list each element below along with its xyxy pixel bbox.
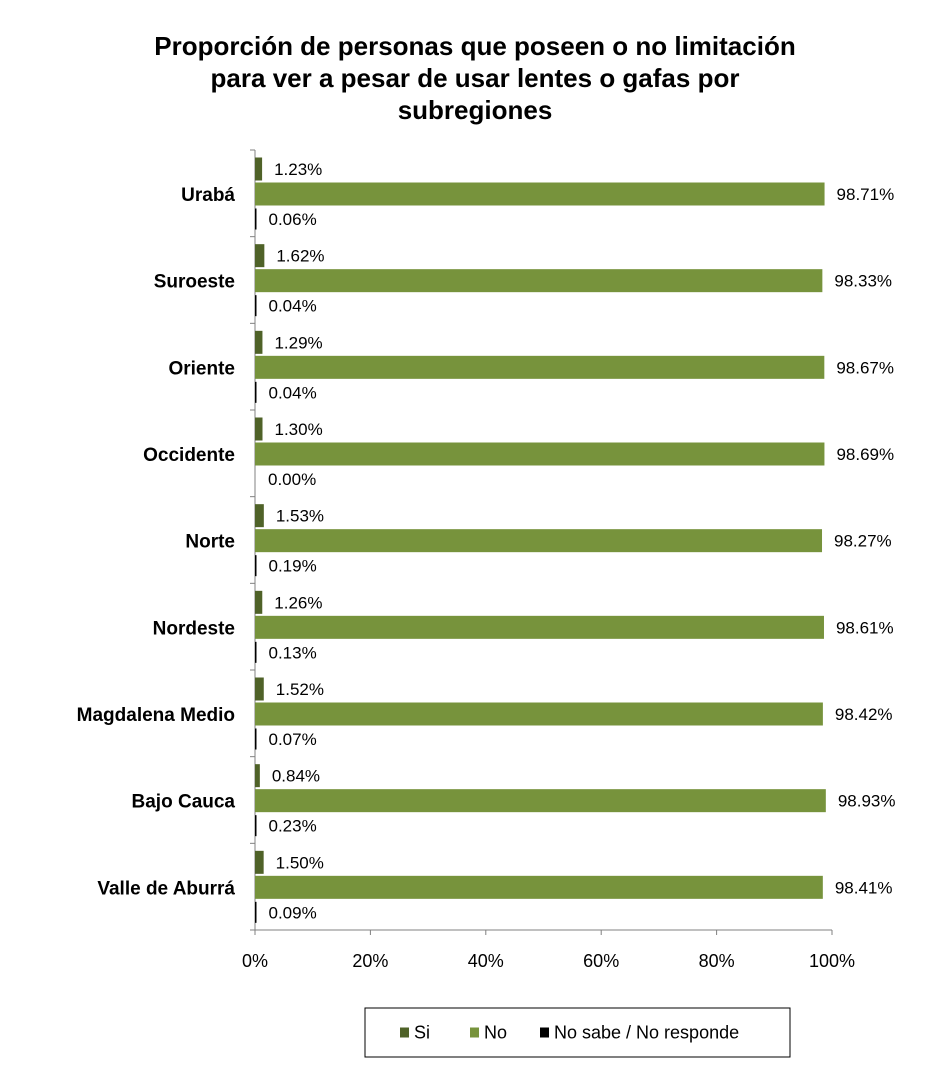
x-tick-label: 80% [699, 951, 735, 971]
category-label: Occidente [143, 445, 235, 466]
data-label: 98.61% [836, 618, 894, 637]
bar-no-sabe [255, 208, 257, 230]
category-label: Suroeste [154, 272, 235, 293]
data-label: 98.71% [837, 185, 895, 204]
data-label: 1.30% [275, 420, 323, 439]
bar-no [255, 615, 824, 639]
data-label: 98.33% [834, 272, 892, 291]
category-label: Norte [185, 532, 235, 553]
data-label: 0.19% [269, 557, 317, 576]
bar-no-sabe [255, 555, 257, 577]
bar-si [255, 330, 263, 354]
chart-title-line-1: Proporción de personas que poseen o no l… [154, 31, 796, 61]
data-label: 0.06% [269, 210, 317, 229]
legend-box [364, 1007, 791, 1058]
bar-si [255, 677, 264, 701]
data-label: 1.53% [276, 507, 324, 526]
bar-si [255, 590, 263, 614]
data-label: 0.09% [269, 903, 317, 922]
bar-no-sabe [255, 295, 257, 317]
data-label: 1.62% [276, 247, 324, 266]
category-label: Nordeste [153, 618, 235, 639]
chart-title-line-2: para ver a pesar de usar lentes o gafas … [210, 63, 740, 93]
category-label: Urabá [181, 185, 235, 206]
bar-no [255, 529, 823, 553]
bar-no [255, 875, 823, 899]
x-tick-label: 100% [809, 951, 855, 971]
category-label: Oriente [168, 358, 235, 379]
bar-no-sabe [255, 815, 257, 837]
legend-swatch [540, 1027, 549, 1038]
data-label: 98.69% [836, 445, 894, 464]
x-tick-label: 60% [583, 951, 619, 971]
x-tick-label: 20% [352, 951, 388, 971]
data-label: 0.13% [269, 643, 317, 662]
data-label: 0.04% [269, 297, 317, 316]
legend-swatch [400, 1027, 409, 1038]
plot-area: 0% 20% 40% 60% 80% 100% Urabá 1.23% 98.71% 0.06% S… [77, 149, 896, 971]
legend: Si No No sabe / No responde [364, 1007, 791, 1058]
data-label: 1.29% [274, 333, 322, 352]
bar-si [255, 417, 263, 441]
data-label: 1.52% [276, 680, 324, 699]
bar-si [255, 850, 264, 874]
category-label: Valle de Aburrá [97, 878, 235, 899]
bar-si [255, 244, 265, 268]
data-label: 98.42% [835, 705, 893, 724]
data-label: 0.23% [269, 817, 317, 836]
data-label: 98.93% [838, 792, 896, 811]
x-tick-label: 0% [242, 951, 268, 971]
chart-title: Proporción de personas que poseen o no l… [60, 30, 890, 126]
bar-no [255, 355, 825, 379]
legend-label: No [484, 1023, 507, 1043]
legend-swatch [470, 1027, 479, 1038]
bar-no [255, 702, 823, 726]
data-label: 0.04% [269, 383, 317, 402]
bar-si [255, 157, 263, 181]
data-label: 98.27% [834, 532, 892, 551]
data-label: 1.23% [274, 160, 322, 179]
data-label: 98.41% [835, 878, 893, 897]
category-label: Magdalena Medio [77, 705, 235, 726]
chart-title-line-3: subregiones [397, 95, 553, 125]
data-label: 98.67% [836, 358, 894, 377]
data-label: 0.07% [269, 730, 317, 749]
data-label: 1.50% [276, 853, 324, 872]
bar-no-sabe [255, 901, 257, 923]
bar-si [255, 504, 264, 528]
bar-no-sabe [255, 728, 257, 750]
legend-label: Si [414, 1023, 430, 1043]
bar-no [255, 269, 823, 293]
bar-no [255, 789, 826, 813]
data-label: 1.26% [274, 593, 322, 612]
data-label: 0.84% [272, 767, 320, 786]
bar-no [255, 442, 825, 466]
x-tick-label: 40% [468, 951, 504, 971]
bar-si [255, 764, 260, 788]
legend-label: No sabe / No responde [554, 1023, 739, 1043]
bar-no [255, 182, 825, 206]
category-label: Bajo Cauca [132, 792, 236, 813]
bar-no-sabe [255, 641, 257, 663]
bar-no-sabe [255, 381, 257, 403]
data-label: 0.00% [268, 470, 316, 489]
